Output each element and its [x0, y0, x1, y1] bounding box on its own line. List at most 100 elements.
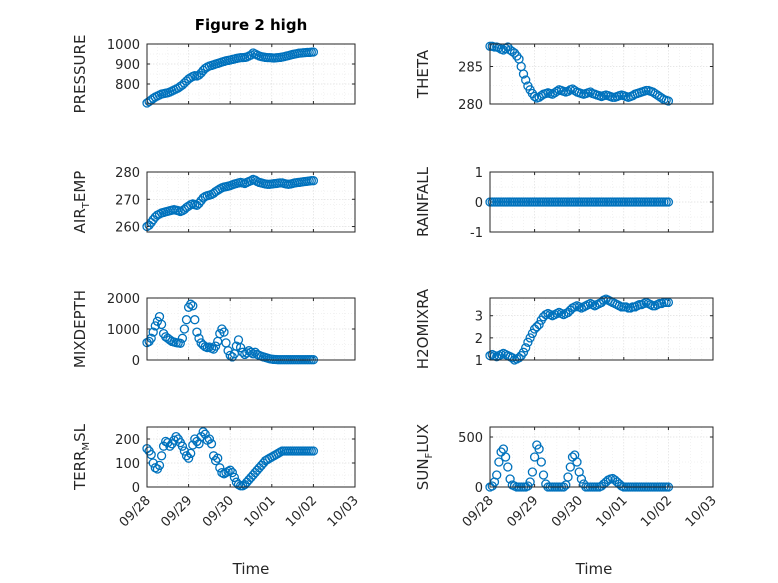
data-point	[534, 319, 544, 330]
data-point	[525, 333, 535, 343]
data-point	[308, 47, 319, 57]
data-point	[308, 176, 319, 186]
panel-air_temp: 260 270 280 AIRTEMP	[71, 166, 356, 236]
data-point	[529, 452, 540, 462]
y-axis-label-part: F	[424, 452, 435, 458]
data-point	[225, 465, 235, 475]
x-tick-label: 10/02	[283, 493, 320, 530]
data-point	[231, 341, 242, 351]
y-tick-label: 1000	[107, 38, 140, 53]
y-axis-label-part: SL	[71, 423, 89, 442]
data-point	[156, 319, 167, 330]
y-tick-label: 2000	[107, 292, 140, 307]
panel-theta: 280 285 THETA	[414, 41, 714, 113]
y-axis-label: SUNFLUX	[414, 424, 435, 490]
y-tick-label: 285	[458, 61, 483, 76]
axes-frame	[489, 43, 714, 105]
data-point	[179, 446, 190, 456]
panel-terr_msl: 0 100 200 TERRMSL 09/28 09/29 09/30 10/01 10/02 1…	[71, 423, 362, 530]
data-point	[183, 453, 194, 463]
data-point	[186, 448, 196, 459]
data-point	[215, 463, 225, 473]
y-axis-label: H2OMIXRA	[414, 288, 432, 369]
data-point	[186, 299, 196, 309]
panel-rainfall: -1 0 1 RAINFALL	[414, 166, 714, 241]
series-rainfall	[485, 197, 674, 207]
data-point	[505, 474, 515, 484]
axes-frame	[489, 171, 714, 233]
y-axis-label-part: RAINFALL	[414, 166, 432, 237]
data-point	[198, 427, 208, 437]
data-point	[171, 431, 181, 442]
axes-frame	[489, 426, 714, 488]
axes-frame	[146, 43, 356, 105]
y-tick-label: 2	[475, 332, 483, 347]
data-point	[538, 470, 549, 480]
y-tick-label: 0	[475, 481, 483, 496]
data-point	[235, 342, 246, 353]
data-point	[194, 333, 204, 343]
data-point	[663, 96, 674, 106]
data-point	[148, 327, 158, 337]
y-axis-label-part: PRESSURE	[71, 35, 89, 114]
axes-frame	[146, 426, 356, 488]
x-tick-label: 09/28	[117, 493, 154, 530]
y-tick-label: 1000	[107, 323, 140, 338]
y-tick-label: 280	[115, 166, 140, 181]
y-axis-label-part: M	[81, 442, 92, 451]
y-tick-label: 260	[115, 221, 140, 236]
x-tick-label: 09/29	[504, 493, 541, 530]
x-tick-label: 09/30	[549, 493, 586, 530]
y-axis-label-part: TERR	[71, 451, 89, 492]
x-tick-label: 10/03	[325, 493, 362, 530]
y-axis-label-part: H2OMIXRA	[414, 288, 432, 369]
data-point	[525, 477, 535, 487]
data-point	[512, 51, 522, 61]
y-tick-label: 0	[475, 196, 483, 211]
data-point	[179, 324, 190, 334]
data-point	[233, 479, 244, 490]
data-point	[518, 69, 529, 79]
y-tick-label: 900	[115, 58, 140, 73]
axes-frame	[146, 297, 356, 361]
y-tick-label: 1	[475, 354, 483, 369]
data-point	[175, 338, 185, 348]
data-point	[565, 462, 575, 472]
y-axis-label: TERRMSL	[71, 423, 92, 491]
data-point	[154, 460, 165, 471]
y-axis-label-part: SUN	[414, 458, 432, 490]
x-tick-label: 09/28	[460, 493, 497, 530]
data-point	[225, 350, 235, 361]
data-point	[572, 457, 582, 467]
series-theta	[485, 41, 674, 106]
data-point	[514, 353, 524, 363]
data-point	[500, 452, 511, 462]
y-tick-label: 200	[115, 433, 140, 448]
data-point	[213, 453, 223, 463]
data-point	[210, 341, 221, 351]
data-point	[527, 467, 538, 477]
y-axis-label: MIXDEPTH	[71, 290, 89, 368]
data-point	[177, 441, 188, 451]
x-axis-label-right: Time	[575, 560, 613, 578]
x-tick-label: 09/30	[200, 493, 237, 530]
data-point	[534, 444, 544, 454]
y-axis-label-part: EMP	[71, 171, 89, 202]
x-tick-label: 10/03	[683, 493, 720, 530]
y-tick-label: 3	[475, 310, 483, 325]
data-point	[248, 349, 258, 359]
x-tick-label: 10/01	[594, 493, 631, 530]
data-point	[552, 86, 562, 96]
data-point	[204, 434, 215, 444]
data-point	[215, 328, 225, 339]
x-tick-label: 10/02	[638, 493, 675, 530]
data-point	[523, 337, 533, 347]
series-terr_msl	[142, 427, 319, 491]
figure-title: Figure 2 high	[195, 16, 308, 34]
y-axis-label: RAINFALL	[414, 166, 432, 237]
data-point	[246, 347, 256, 357]
y-tick-label: 1	[475, 166, 483, 181]
data-point	[177, 333, 188, 343]
data-point	[217, 467, 227, 478]
data-point	[529, 91, 540, 102]
